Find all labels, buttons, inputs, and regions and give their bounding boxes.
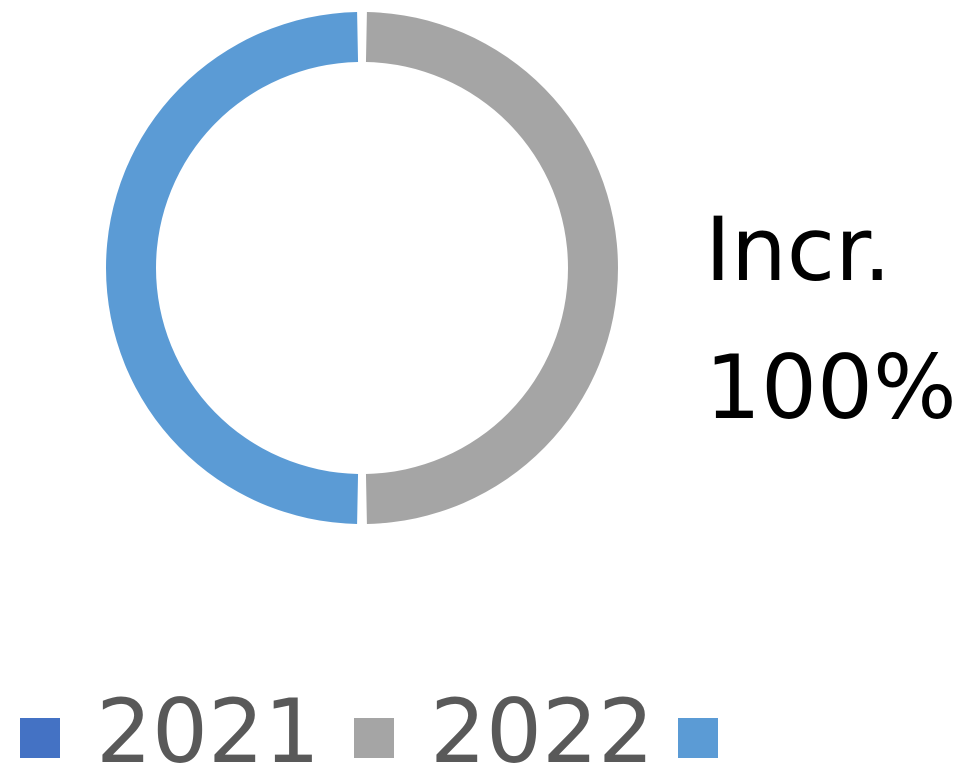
legend-label-2022: 2022 xyxy=(430,680,654,773)
legend-swatch-3 xyxy=(678,718,718,758)
donut-slice-series-3 xyxy=(106,12,359,524)
donut-slices xyxy=(106,12,618,524)
legend: 2021 2022 xyxy=(20,680,718,773)
legend-swatch-2021 xyxy=(20,718,60,758)
chart-label-line2: 100% xyxy=(705,336,957,439)
donut-slice-2022 xyxy=(365,12,618,524)
legend-label-2021: 2021 xyxy=(96,680,320,773)
chart-label-line1: Incr. xyxy=(705,198,891,301)
legend-swatch-2022 xyxy=(354,718,394,758)
